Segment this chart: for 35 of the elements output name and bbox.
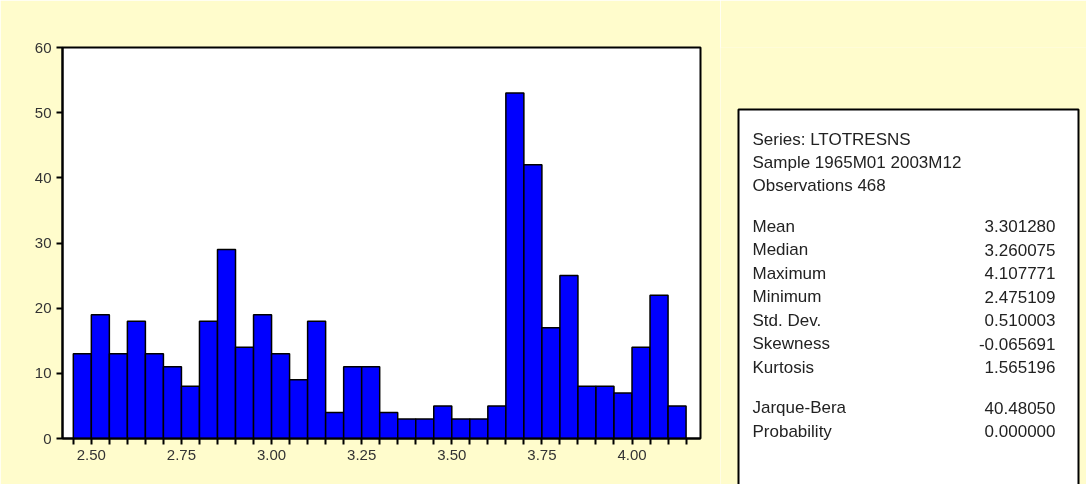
text: Minimum [752,287,822,306]
text: Jarque-Bera [752,398,847,417]
y-tick-label: 0 [43,429,52,447]
text: 40.48050 [984,398,1056,418]
text: Kurtosis [752,357,814,377]
y-tick-label: 40 [34,168,52,186]
text: Observations 468 [752,176,886,195]
text: Skewness [752,334,830,353]
y-tick-label: 10 [34,364,52,382]
x-tick-label: 3.00 [256,445,287,463]
text: 3.301280 [984,217,1056,236]
text: -0.065691 [978,334,1056,354]
text: Probability [752,421,833,441]
text: Series: LTOTRESNS [752,130,911,149]
text: 4.107771 [984,264,1056,283]
x-tick-label: 4.00 [617,445,647,463]
text: 1.565196 [984,358,1056,377]
text: Maximum [752,263,827,283]
x-tick-label: 3.25 [347,445,377,463]
y-tick-label: 30 [34,234,52,251]
text: 2.475109 [984,287,1056,307]
text: 0.510003 [984,311,1056,330]
y-tick-label: 50 [34,103,52,121]
text: 3.260075 [984,240,1056,260]
text: Median [752,240,809,259]
x-tick-label: 2.75 [166,445,197,463]
text: Std. Dev. [752,310,822,330]
text: 0.000000 [984,422,1056,441]
text: Mean [752,216,796,236]
x-tick-label: 3.50 [437,445,467,463]
x-tick-label: 3.75 [527,445,557,463]
text: Sample 1965M01 2003M12 [752,153,962,172]
y-tick-label: 60 [34,38,52,56]
x-tick-label: 2.50 [76,445,106,463]
y-tick-label: 20 [34,299,52,317]
